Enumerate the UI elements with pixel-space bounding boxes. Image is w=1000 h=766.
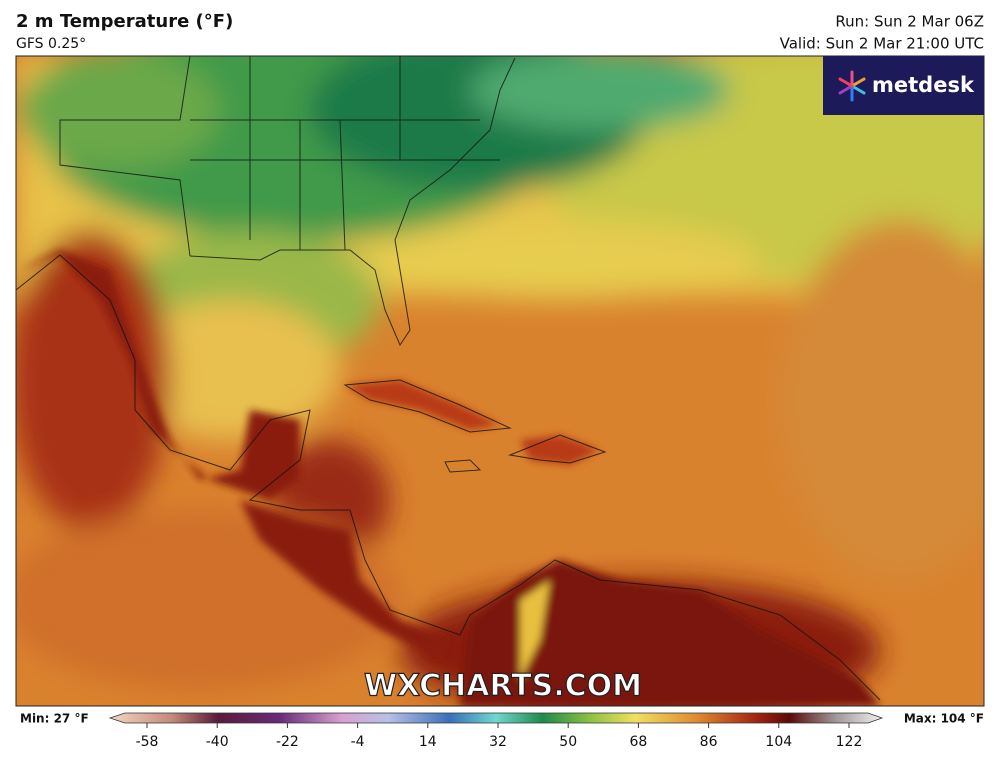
logo-text: metdesk	[872, 73, 975, 97]
map-frame	[15, 55, 985, 707]
tick-label: -22	[276, 734, 299, 750]
tick-label: 50	[559, 734, 577, 750]
tick-label: -4	[351, 734, 365, 750]
tick-label: 86	[700, 734, 718, 750]
tick-label: 122	[836, 734, 863, 750]
tick-label: 32	[489, 734, 507, 750]
tick-label: -40	[206, 734, 229, 750]
landmasses	[20, 250, 880, 706]
run-time: Run: Sun 2 Mar 06Z	[835, 13, 984, 31]
tick-label: -58	[136, 734, 159, 750]
max-label: Max: 104 °F	[904, 712, 984, 726]
colorbar-ticks: -58 -40 -22 -4 14 32 50 68 86 104 122	[136, 723, 863, 750]
tick-label: 14	[419, 734, 437, 750]
temperature-field	[16, 56, 984, 706]
subtitle: GFS 0.25°	[16, 36, 86, 52]
tick-label: 104	[765, 734, 792, 750]
valid-time: Valid: Sun 2 Mar 21:00 UTC	[780, 35, 984, 53]
title: 2 m Temperature (°F)	[16, 11, 233, 32]
min-label: Min: 27 °F	[20, 712, 89, 726]
watermark: WXCHARTS.COM	[364, 669, 642, 704]
tick-label: 68	[629, 734, 647, 750]
borders	[16, 56, 881, 701]
logo-icon	[838, 70, 866, 102]
colorbar	[108, 712, 884, 724]
